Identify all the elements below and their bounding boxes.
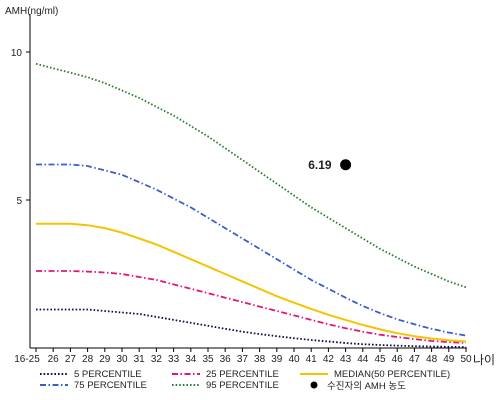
y-tick-label: 5 — [16, 196, 22, 207]
x-tick-label: 30 — [116, 354, 128, 365]
x-tick-label: 44 — [357, 354, 369, 365]
x-tick-label: 46 — [392, 354, 404, 365]
legend: 5 PERCENTILE 25 PERCENTILE MEDIAN(50 PERCE… — [40, 369, 450, 392]
series-line-median-50-percentile — [36, 222, 467, 343]
x-tick-label: 32 — [151, 354, 163, 365]
x-tick-label: 47 — [409, 354, 421, 365]
series-line-75-percentile — [36, 163, 467, 337]
legend-label: 95 PERCENTILE — [206, 380, 279, 391]
legend-marker-swatch — [310, 381, 318, 389]
x-tick-label: 38 — [254, 354, 266, 365]
x-tick-label: 48 — [426, 354, 438, 365]
legend-label: 수진자의 AMH 농도 — [327, 381, 406, 392]
y-tick-label: 10 — [11, 48, 23, 59]
x-tick-label: 31 — [134, 354, 146, 365]
x-tick-label: 49 — [443, 354, 455, 365]
x-tick-label: 26 — [48, 354, 60, 365]
legend-label: 75 PERCENTILE — [74, 380, 147, 391]
x-ticks: 16-25 26 27 28 29 30 31 32 33 34 35 36 37 38 39 40 41 42 4… — [14, 348, 472, 365]
x-tick-label: 43 — [340, 354, 352, 365]
series-line-5-percentile — [36, 308, 467, 348]
x-tick-label: 35 — [202, 354, 214, 365]
series-line-25-percentile — [36, 270, 467, 344]
patient-marker: 6.19 — [308, 158, 352, 172]
x-tick-label: 36 — [220, 354, 232, 365]
x-tick-label: 37 — [237, 354, 249, 365]
x-tick-label: 27 — [65, 354, 77, 365]
x-tick-label: 41 — [306, 354, 318, 365]
x-tick-label: 39 — [271, 354, 283, 365]
series-line-95-percentile — [35, 62, 467, 289]
x-tick-label: 34 — [185, 354, 197, 365]
x-tick-label: 28 — [82, 354, 94, 365]
x-tick-label: 16-25 — [14, 354, 40, 365]
x-tick-label: 42 — [323, 354, 335, 365]
x-tick-label: 45 — [374, 354, 386, 365]
patient-amh-point — [340, 159, 352, 171]
legend-label: MEDIAN(50 PERCENTILE) — [334, 369, 450, 380]
x-tick-label: 50 — [460, 354, 472, 365]
y-ticks: 5 10 — [11, 48, 30, 207]
y-axis-title: AMH(ng/ml) — [5, 6, 58, 17]
x-tick-label: 33 — [168, 354, 180, 365]
legend-label: 25 PERCENTILE — [206, 369, 279, 380]
x-tick-label: 40 — [288, 354, 300, 365]
series-lines — [35, 62, 467, 348]
legend-label: 5 PERCENTILE — [74, 369, 142, 380]
x-axis-title: 나이 — [473, 353, 495, 367]
patient-amh-value-label: 6.19 — [308, 158, 332, 172]
x-tick-label: 29 — [99, 354, 111, 365]
